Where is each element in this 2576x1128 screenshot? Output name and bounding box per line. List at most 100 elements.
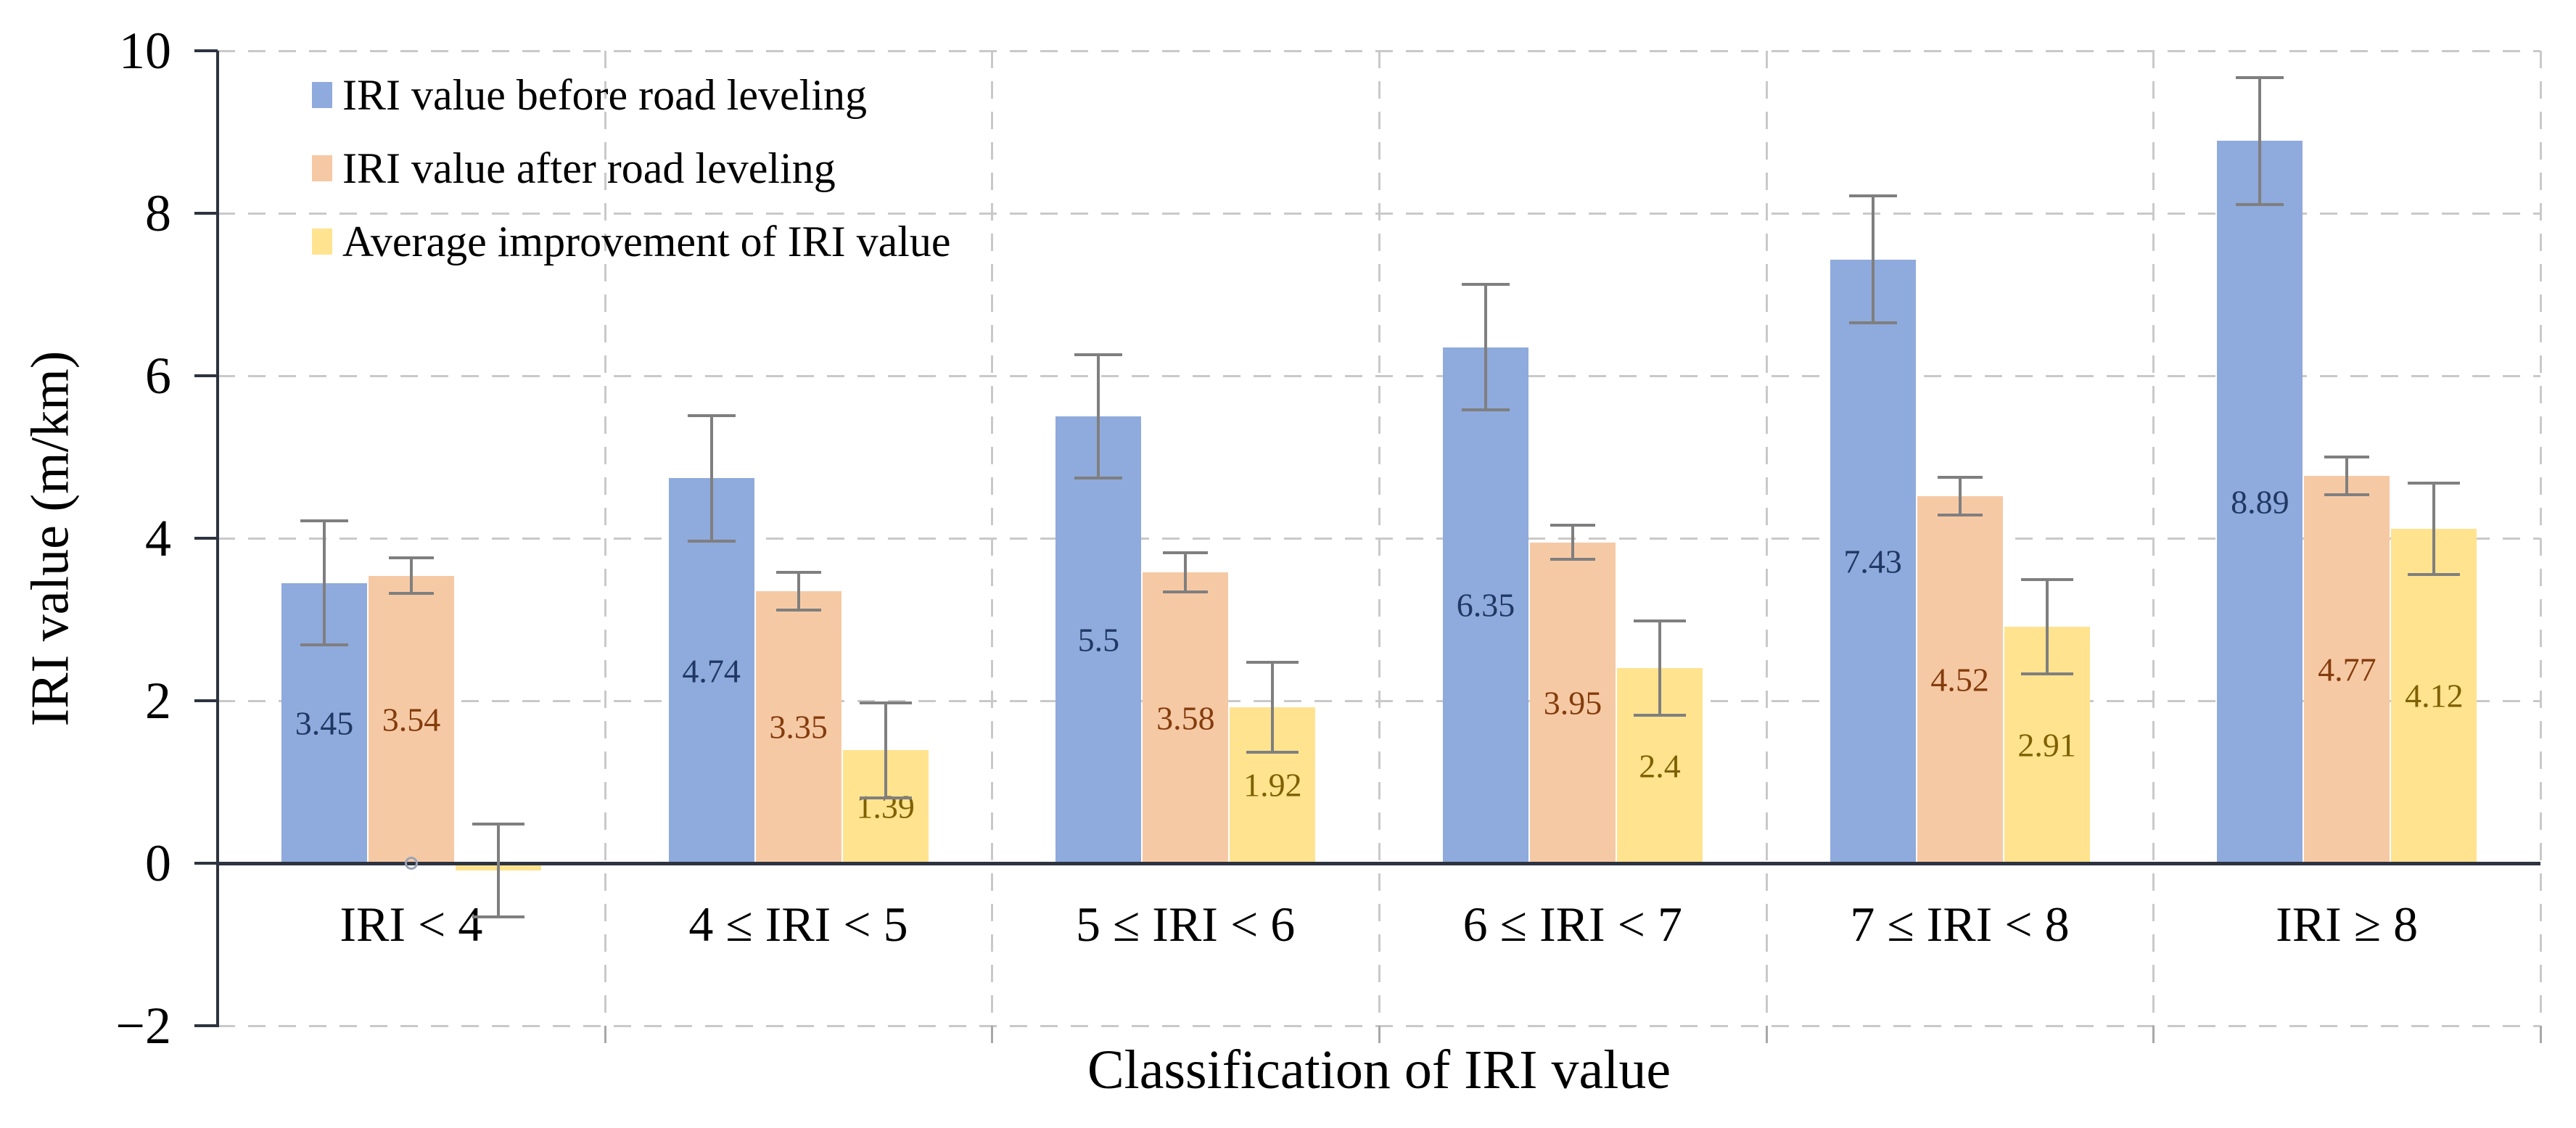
error-bar-stem xyxy=(497,823,500,919)
legend-item-before: IRI value before road leveling xyxy=(312,71,951,119)
legend-label-after: IRI value after road leveling xyxy=(342,144,836,192)
error-bar-stem xyxy=(1571,523,1574,561)
y-axis-title-wrap: IRI value (m/km) xyxy=(0,51,102,1026)
gridline-vertical xyxy=(1765,51,1768,1026)
legend-swatch-after-icon xyxy=(312,155,332,181)
error-bar-stem xyxy=(1871,194,1875,325)
bar-improvement xyxy=(2391,528,2477,863)
error-bar-stem xyxy=(1271,661,1275,754)
bar-value-label: 3.45 xyxy=(295,704,354,742)
error-bar-stem xyxy=(323,519,326,646)
error-bar xyxy=(1937,475,1983,516)
error-bar xyxy=(1848,194,1897,325)
category-label: IRI ≥ 8 xyxy=(2276,897,2419,952)
gridline-vertical xyxy=(1378,51,1380,1026)
bar-before xyxy=(1055,416,1142,863)
error-bar-stem xyxy=(1097,353,1100,480)
error-bar xyxy=(687,413,736,543)
gridline-vertical xyxy=(991,51,994,1026)
error-bar xyxy=(1462,283,1510,412)
category-label: 6 ≤ IRI < 7 xyxy=(1462,897,1682,952)
bar-value-label: 4.74 xyxy=(682,652,741,690)
legend-label-before: IRI value before road leveling xyxy=(342,71,868,119)
y-tick-label: 0 xyxy=(145,834,171,892)
error-bar-stem xyxy=(2258,75,2262,206)
legend-swatch-improvement-icon xyxy=(312,229,332,255)
error-bar-stem xyxy=(2432,481,2436,576)
y-axis-tick xyxy=(194,699,218,702)
bar-after xyxy=(1530,542,1616,863)
x-axis-tick xyxy=(604,1026,606,1043)
bar-value-label: 1.92 xyxy=(1243,766,1302,804)
bar-after xyxy=(1143,572,1229,863)
y-axis-tick xyxy=(194,49,218,52)
error-bar-stem xyxy=(2345,455,2349,496)
gridline-vertical xyxy=(2152,51,2155,1026)
legend-label-improvement: Average improvement of IRI value xyxy=(342,218,951,265)
y-tick-label: 10 xyxy=(119,22,171,80)
bar-after xyxy=(2304,475,2390,863)
error-bar-stem xyxy=(884,701,887,799)
legend-item-after: IRI value after road leveling xyxy=(312,144,951,192)
bar-value-label: 6.35 xyxy=(1456,586,1515,624)
bar-before xyxy=(2217,141,2303,863)
bar-value-label: 7.43 xyxy=(1843,543,1902,580)
y-axis-title: IRI value (m/km) xyxy=(20,350,81,726)
error-bar xyxy=(2020,577,2073,676)
bar-value-label: 3.58 xyxy=(1156,699,1215,737)
bar-after xyxy=(1917,495,2003,863)
bar-value-label: 2.4 xyxy=(1639,747,1681,785)
y-tick-label: 4 xyxy=(145,509,171,567)
x-axis-tick xyxy=(2540,1026,2542,1043)
legend: IRI value before road leveling IRI value… xyxy=(312,71,951,291)
legend-item-improvement: Average improvement of IRI value xyxy=(312,218,951,265)
error-bar xyxy=(300,519,348,646)
error-bar xyxy=(2324,455,2370,496)
error-bar xyxy=(1074,353,1123,480)
y-axis-tick xyxy=(194,537,218,540)
bar-after xyxy=(755,590,841,863)
error-bar xyxy=(2408,481,2461,576)
outlier-marker-icon xyxy=(405,857,418,870)
bar-before xyxy=(1830,259,1916,863)
error-bar-stem xyxy=(410,556,413,596)
bar-value-label: 5.5 xyxy=(1077,621,1120,659)
error-bar xyxy=(472,823,524,919)
bar-value-label: 8.89 xyxy=(2231,483,2289,521)
y-tick-label: 8 xyxy=(145,184,171,242)
error-bar-stem xyxy=(1958,475,1962,516)
x-axis-tick xyxy=(1378,1026,1380,1043)
error-bar xyxy=(859,701,912,799)
error-bar-stem xyxy=(1184,551,1188,594)
category-label: 4 ≤ IRI < 5 xyxy=(688,897,908,952)
bar-value-label: 4.12 xyxy=(2405,677,2464,715)
y-axis-tick xyxy=(194,1024,218,1027)
bar-before xyxy=(1443,347,1528,863)
bar-value-label: 4.77 xyxy=(2318,651,2377,688)
error-bar-stem xyxy=(709,413,713,543)
bar-after xyxy=(369,575,454,863)
category-label: 5 ≤ IRI < 6 xyxy=(1075,897,1296,952)
error-bar-stem xyxy=(2045,577,2049,676)
category-label: 7 ≤ IRI < 8 xyxy=(1850,897,2070,952)
x-axis-title: Classification of IRI value xyxy=(1087,1040,1671,1100)
x-axis-tick xyxy=(991,1026,994,1043)
error-bar-stem xyxy=(797,570,800,612)
y-axis-line xyxy=(216,51,219,1027)
error-bar-stem xyxy=(1658,619,1661,717)
x-axis-tick xyxy=(1765,1026,1768,1043)
error-bar-stem xyxy=(1484,283,1487,412)
bar-value-label: 4.52 xyxy=(1930,661,1989,699)
y-tick-label: 2 xyxy=(145,672,171,730)
error-bar xyxy=(1163,551,1209,594)
y-tick-label: 6 xyxy=(145,347,171,405)
bar-value-label: 2.91 xyxy=(2017,726,2076,764)
bar-value-label: 3.95 xyxy=(1543,684,1602,722)
legend-swatch-before-icon xyxy=(312,82,332,108)
error-bar xyxy=(1550,523,1595,561)
gridline-vertical xyxy=(604,51,606,1026)
error-bar xyxy=(775,570,821,612)
y-tick-label: −2 xyxy=(115,997,171,1055)
